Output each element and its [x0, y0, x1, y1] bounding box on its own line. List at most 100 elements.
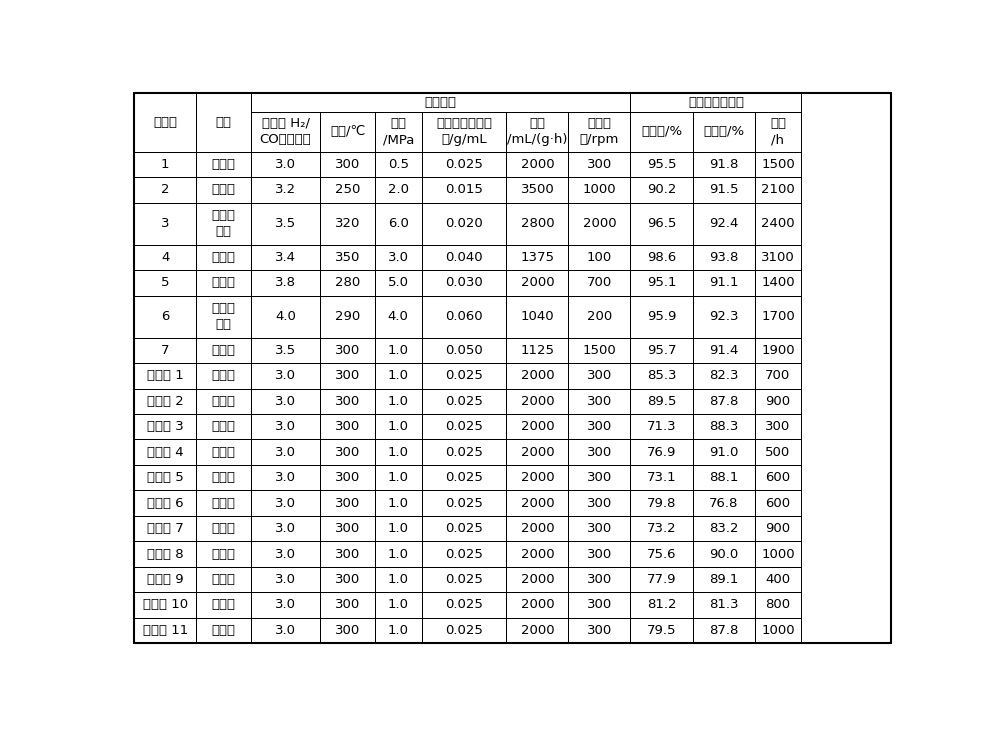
Text: 500: 500 — [765, 445, 791, 459]
Bar — [693, 112, 755, 152]
Bar — [375, 542, 422, 566]
Bar — [506, 245, 568, 270]
Text: 3.0: 3.0 — [275, 394, 296, 408]
Bar — [693, 363, 755, 389]
Text: 0.050: 0.050 — [445, 344, 483, 356]
Bar — [251, 491, 320, 516]
Text: 6: 6 — [161, 310, 169, 323]
Text: 2000: 2000 — [521, 445, 554, 459]
Text: 石腊烃: 石腊烃 — [212, 251, 236, 264]
Bar — [506, 465, 568, 491]
Text: 3.0: 3.0 — [275, 599, 296, 612]
Text: 700: 700 — [587, 276, 612, 289]
Bar — [630, 363, 693, 389]
Bar — [422, 491, 506, 516]
Bar — [693, 177, 755, 203]
Text: 石腊烃: 石腊烃 — [212, 445, 236, 459]
Text: 2.0: 2.0 — [388, 184, 409, 196]
Bar — [693, 414, 755, 440]
Bar — [196, 203, 251, 245]
Bar — [320, 270, 375, 295]
Bar — [506, 112, 568, 152]
Bar — [320, 491, 375, 516]
Text: 91.4: 91.4 — [709, 344, 738, 356]
Bar — [693, 465, 755, 491]
Bar — [196, 542, 251, 566]
Text: 93.8: 93.8 — [709, 251, 738, 264]
Text: 对比例 7: 对比例 7 — [147, 522, 184, 535]
Bar — [196, 93, 251, 152]
Bar — [568, 112, 630, 152]
Bar — [630, 542, 693, 566]
Bar — [422, 203, 506, 245]
Bar — [196, 465, 251, 491]
Bar — [630, 566, 693, 592]
Text: 对比例 9: 对比例 9 — [147, 573, 184, 586]
Text: 290: 290 — [335, 310, 360, 323]
Text: 91.8: 91.8 — [709, 158, 738, 171]
Bar — [755, 617, 801, 643]
Bar — [320, 465, 375, 491]
Text: 1.0: 1.0 — [388, 547, 409, 561]
Bar — [755, 152, 801, 177]
Bar — [568, 152, 630, 177]
Text: 反应条件: 反应条件 — [425, 96, 457, 109]
Text: 300: 300 — [587, 599, 612, 612]
Bar — [568, 338, 630, 363]
Bar — [320, 542, 375, 566]
Bar — [320, 338, 375, 363]
Bar — [755, 177, 801, 203]
Bar — [422, 414, 506, 440]
Bar — [693, 566, 755, 592]
Text: 0.025: 0.025 — [445, 420, 483, 433]
Bar — [375, 516, 422, 542]
Text: 0.025: 0.025 — [445, 370, 483, 382]
Bar — [134, 295, 196, 338]
Text: 7: 7 — [161, 344, 170, 356]
Text: 75.6: 75.6 — [647, 547, 676, 561]
Text: 300: 300 — [587, 445, 612, 459]
Text: 2000: 2000 — [521, 573, 554, 586]
Bar — [568, 363, 630, 389]
Text: 89.5: 89.5 — [647, 394, 676, 408]
Bar — [251, 152, 320, 177]
Text: 250: 250 — [335, 184, 360, 196]
Bar — [134, 338, 196, 363]
Bar — [422, 363, 506, 389]
Text: 81.3: 81.3 — [709, 599, 738, 612]
Bar — [251, 203, 320, 245]
Text: 实施例: 实施例 — [153, 116, 177, 129]
Text: 200: 200 — [587, 310, 612, 323]
Text: 300: 300 — [587, 624, 612, 637]
Text: 87.8: 87.8 — [709, 394, 738, 408]
Bar — [422, 177, 506, 203]
Text: 3.0: 3.0 — [275, 522, 296, 535]
Text: 3.5: 3.5 — [275, 217, 296, 230]
Text: 石腊烃: 石腊烃 — [212, 599, 236, 612]
Bar — [506, 592, 568, 617]
Bar — [196, 566, 251, 592]
Text: 0.025: 0.025 — [445, 445, 483, 459]
Text: 1040: 1040 — [521, 310, 554, 323]
Text: 1.0: 1.0 — [388, 370, 409, 382]
Text: 对比例 11: 对比例 11 — [143, 624, 188, 637]
Text: 3.0: 3.0 — [275, 370, 296, 382]
Bar — [196, 270, 251, 295]
Bar — [320, 295, 375, 338]
Bar — [755, 566, 801, 592]
Bar — [630, 152, 693, 177]
Text: 1.0: 1.0 — [388, 445, 409, 459]
Bar — [320, 245, 375, 270]
Text: 88.3: 88.3 — [709, 420, 738, 433]
Text: 0.5: 0.5 — [388, 158, 409, 171]
Bar — [422, 245, 506, 270]
Text: 300: 300 — [335, 624, 360, 637]
Bar — [630, 440, 693, 465]
Bar — [251, 245, 320, 270]
Text: 350: 350 — [335, 251, 360, 264]
Text: 浆态床催化剂浓
度/g/mL: 浆态床催化剂浓 度/g/mL — [436, 117, 492, 147]
Text: 100: 100 — [587, 251, 612, 264]
Bar — [755, 112, 801, 152]
Bar — [506, 295, 568, 338]
Text: 2800: 2800 — [521, 217, 554, 230]
